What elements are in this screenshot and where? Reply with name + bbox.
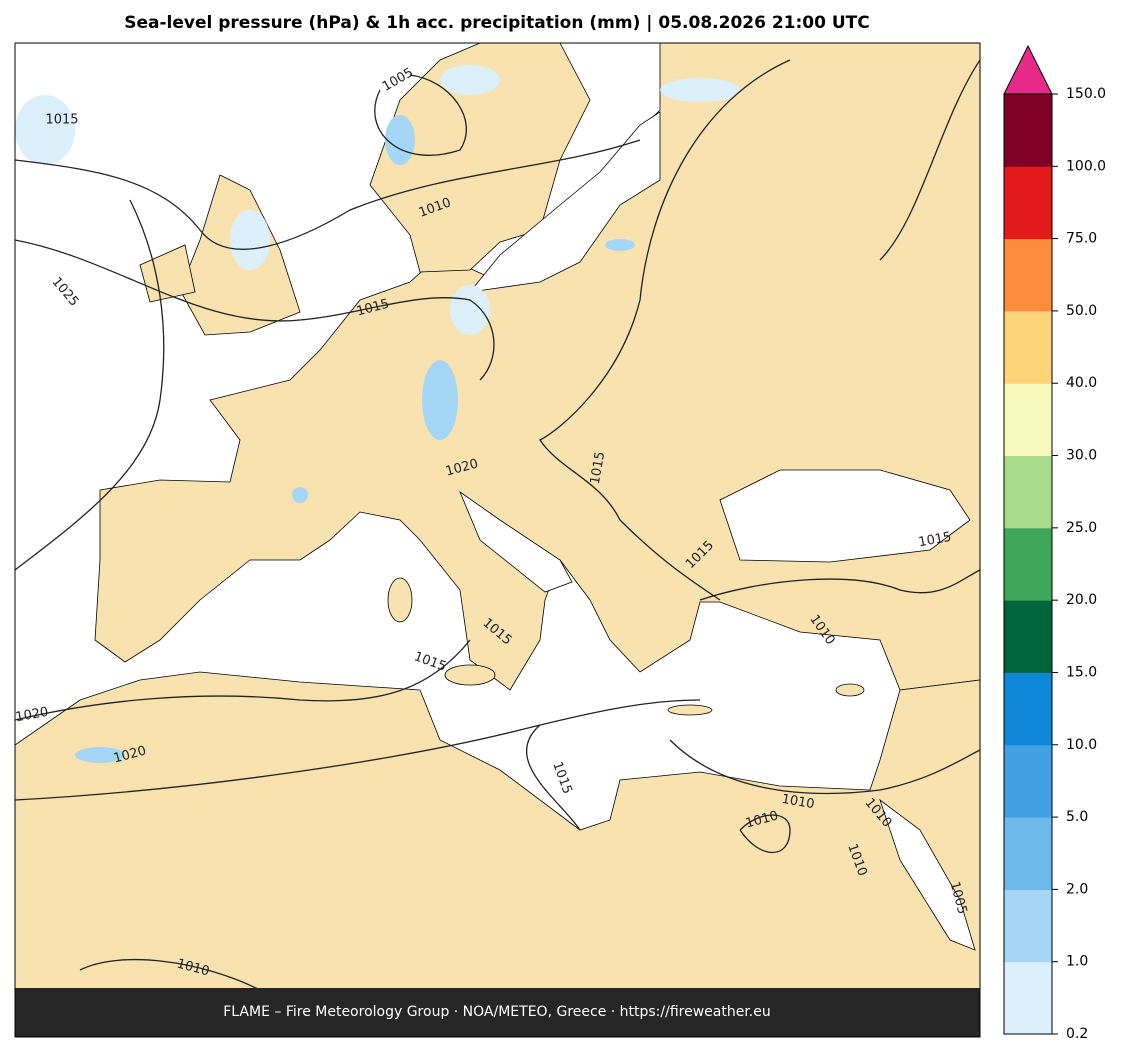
colorbar: 0.2 1.0 2.0 5.0 10.0 15.0 20.0 25.0 30.0 40.0 50.0… <box>1003 44 1106 1042</box>
colorbar-bin <box>1004 383 1052 457</box>
colorbar-bin <box>1004 817 1052 890</box>
map-frame <box>14 42 981 1038</box>
footer-band <box>15 988 980 1037</box>
sicily <box>444 664 496 686</box>
colorbar-bin <box>1004 238 1052 312</box>
colorbar-tick-label: 25.0 <box>1066 520 1097 536</box>
red-sea <box>879 798 976 951</box>
colorbar-tick-label: 15.0 <box>1066 664 1097 680</box>
colorbar-tick-label: 50.0 <box>1066 303 1097 319</box>
contour-label: 1015 <box>588 450 609 485</box>
colorbar-tick-label: 150.0 <box>1066 86 1106 102</box>
colorbar-bin <box>1004 744 1052 818</box>
colorbar-tick-label: 75.0 <box>1066 231 1097 247</box>
colorbar-frame <box>1003 93 1053 1035</box>
colorbar-bin <box>1004 600 1052 673</box>
sardinia <box>387 577 413 623</box>
colorbar-tick-label: 100.0 <box>1066 158 1106 174</box>
ireland <box>139 244 196 303</box>
black-sea <box>719 469 971 563</box>
contour-label: 1020 <box>14 705 49 726</box>
colorbar-tick-label: 40.0 <box>1066 375 1097 391</box>
colorbar-tick-label: 30.0 <box>1066 448 1097 464</box>
colorbar-tick-label: 10.0 <box>1066 737 1097 753</box>
cyprus <box>835 683 865 697</box>
precipitation <box>15 65 740 763</box>
colorbar-tick-label: 5.0 <box>1066 809 1088 825</box>
africa <box>15 671 980 1037</box>
contour-label: 1015 <box>45 113 78 128</box>
title: Sea-level pressure (hPa) & 1h acc. preci… <box>124 13 870 33</box>
contour-label: 1010 <box>780 792 815 813</box>
colorbar-bin <box>1004 672 1052 746</box>
colorbar-tick-label: 1.0 <box>1066 954 1088 970</box>
colorbar-tick-label: 2.0 <box>1066 881 1088 897</box>
colorbar-tick-label: 20.0 <box>1066 592 1097 608</box>
baltic-sea <box>469 111 661 293</box>
colorbar-bin <box>1004 166 1052 240</box>
colorbar-bin <box>1004 527 1052 601</box>
colorbar-bin <box>1004 94 1052 167</box>
colorbar-bin <box>1004 310 1052 384</box>
map: FLAME – Fire Meteorology Group · NOA/MET… <box>15 43 980 1037</box>
colorbar-extend <box>1003 44 1053 95</box>
adriatic-sea <box>459 490 573 593</box>
colorbar-bin <box>1004 961 1052 1035</box>
isobars <box>15 59 980 991</box>
crete <box>667 704 713 716</box>
colorbar-bin <box>1004 889 1052 963</box>
colorbar-tick-label: 0.2 <box>1066 1026 1088 1042</box>
contour-label: 1015 <box>917 530 952 551</box>
colorbar-bin <box>1004 455 1052 529</box>
footer-text: FLAME – Fire Meteorology Group · NOA/MET… <box>223 1004 771 1020</box>
